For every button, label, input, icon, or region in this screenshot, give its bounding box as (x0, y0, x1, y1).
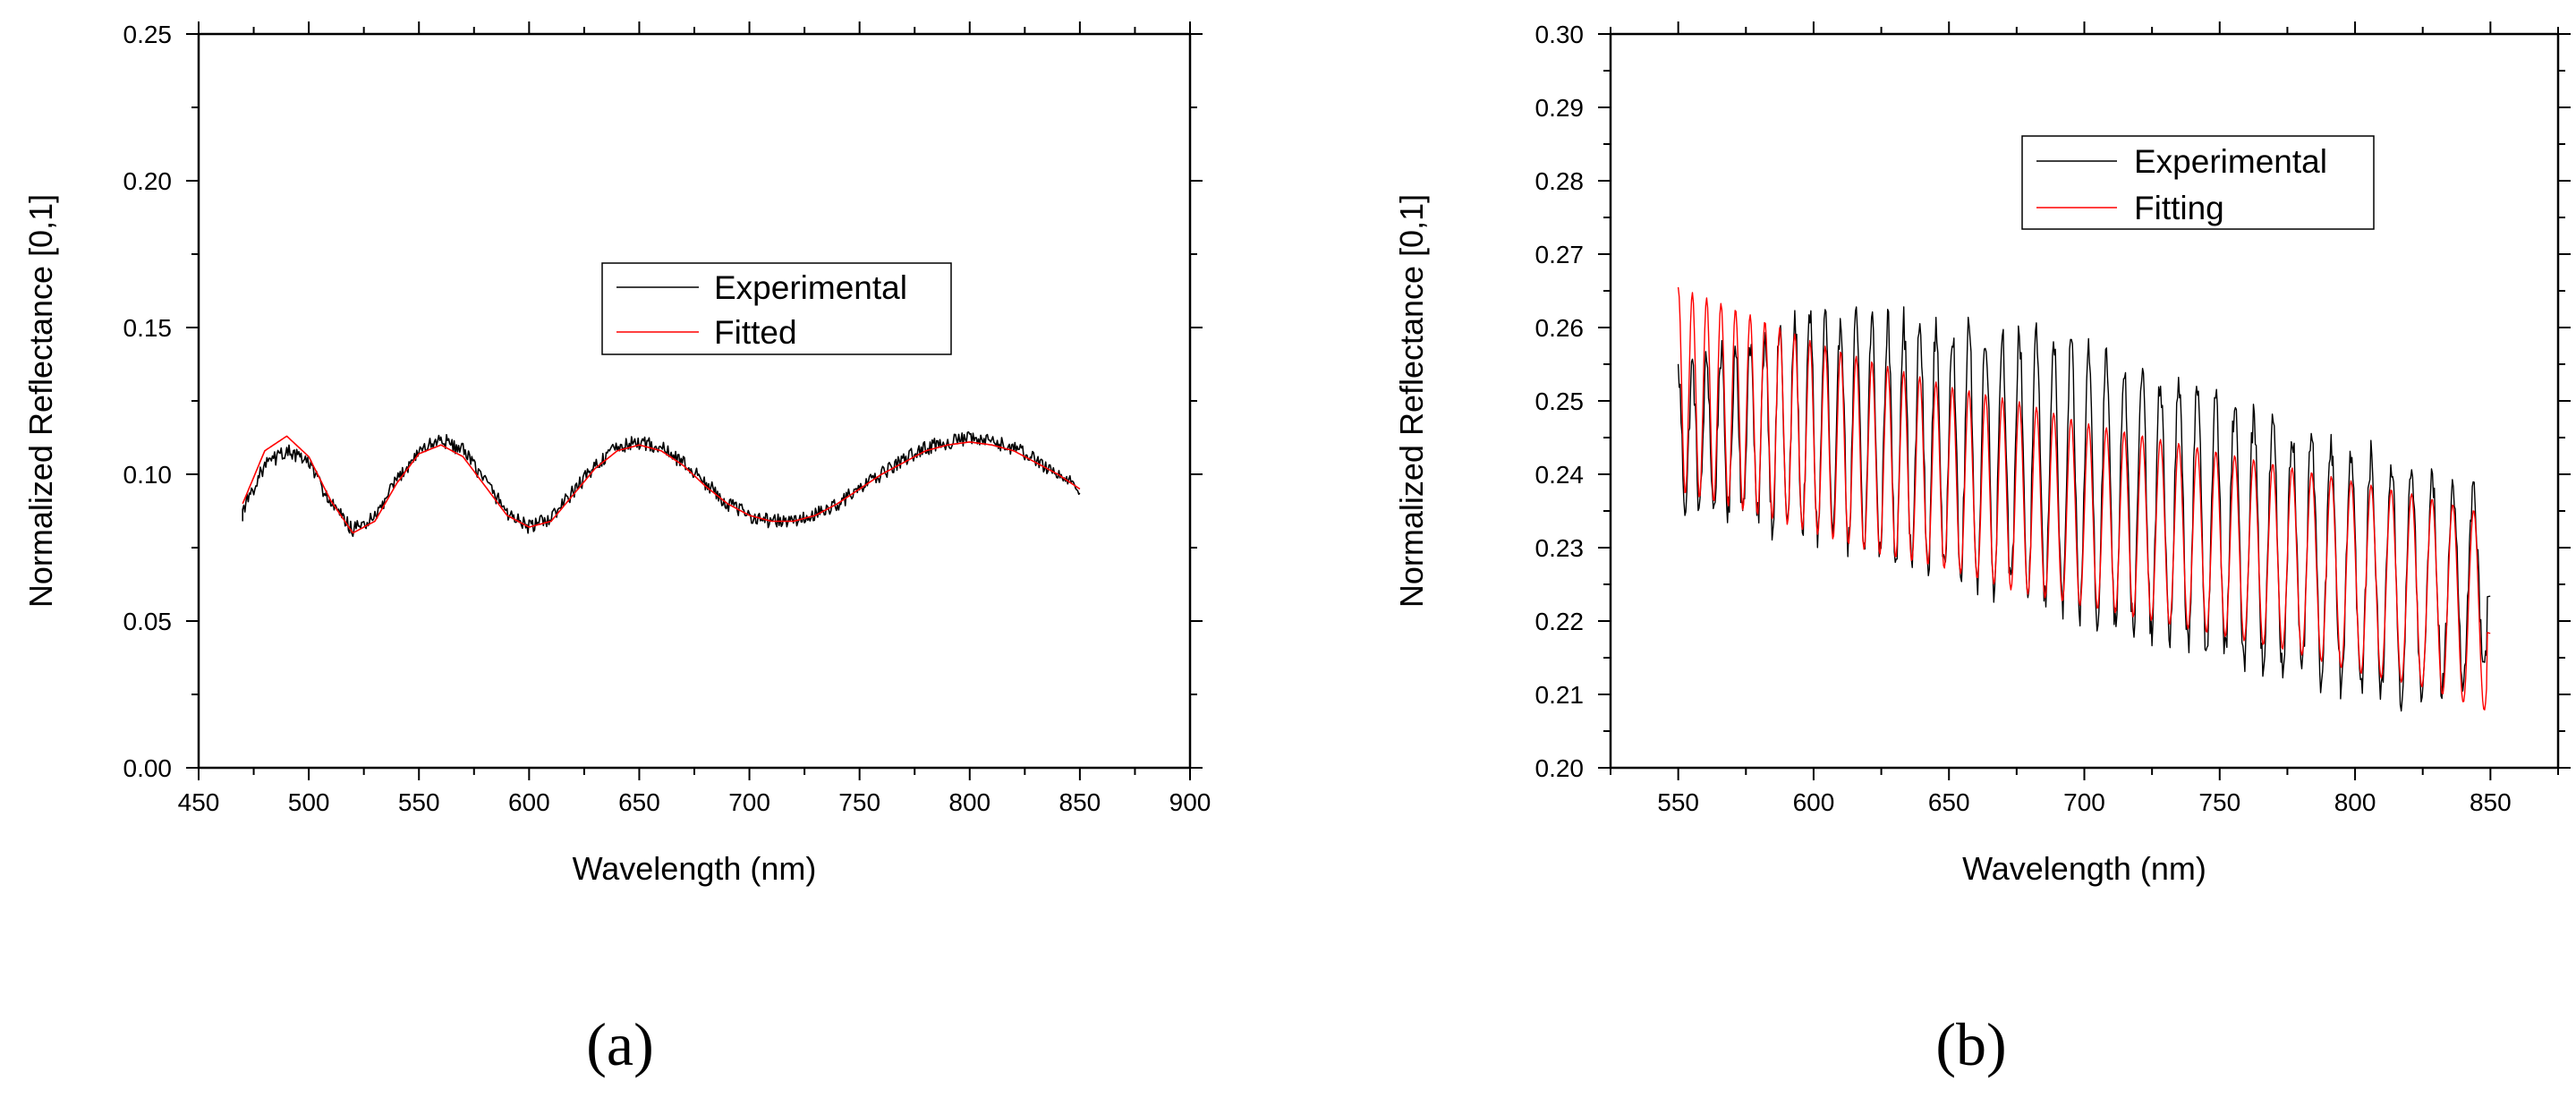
series-line-fitted (242, 435, 1081, 534)
y-tick-label: 0.10 (123, 461, 173, 489)
y-tick-label: 0.25 (123, 21, 173, 48)
y-tick-label: 0.22 (1535, 608, 1585, 635)
legend-label-experimental: Experimental (2134, 143, 2327, 180)
x-tick-label: 550 (398, 788, 440, 816)
y-tick-label: 0.29 (1535, 94, 1585, 122)
x-tick-label: 650 (1928, 788, 1970, 816)
chart-panel-a: 450 500 550 600 650 700 750 800 850 900 0.00 0.05 0.… (22, 21, 1211, 1078)
panel-label-a: (a) (586, 1010, 653, 1078)
x-tick-label: 800 (948, 788, 990, 816)
x-tick-label: 700 (728, 788, 770, 816)
y-axis-title: Normalized Reflectance [0,1] (22, 194, 59, 608)
x-tick-label: 600 (508, 788, 550, 816)
x-tick-label: 900 (1169, 788, 1211, 816)
y-tick-label: 0.28 (1535, 167, 1585, 195)
x-tick-label: 700 (2063, 788, 2105, 816)
x-tick-label: 750 (2198, 788, 2240, 816)
y-tick-label: 0.25 (1535, 387, 1585, 415)
y-tick-label: 0.21 (1535, 681, 1585, 709)
x-tick-label: 850 (2470, 788, 2512, 816)
x-tick-label: 450 (178, 788, 220, 816)
x-tick-label: 600 (1793, 788, 1835, 816)
legend: Experimental Fitting (2021, 135, 2375, 230)
x-tick-label: 650 (618, 788, 660, 816)
x-tick-label: 550 (1657, 788, 1699, 816)
y-tick-label: 0.23 (1535, 534, 1585, 562)
y-tick-label: 0.15 (123, 314, 173, 342)
y-tick-label: 0.20 (123, 167, 173, 195)
x-axis-title: Wavelength (nm) (1962, 850, 2206, 887)
x-tick-label: 750 (838, 788, 880, 816)
y-axis-title: Normalized Reflectance [0,1] (1393, 194, 1430, 608)
legend-label-experimental: Experimental (714, 269, 907, 306)
y-tick-label: 0.00 (123, 754, 173, 782)
y-tick-label: 0.26 (1535, 314, 1585, 342)
x-tick-label: 500 (288, 788, 330, 816)
y-tick-label: 0.20 (1535, 754, 1585, 782)
y-tick-label: 0.27 (1535, 241, 1585, 268)
y-tick-label: 0.05 (123, 608, 173, 635)
x-axis-title: Wavelength (nm) (573, 850, 817, 887)
plot-area (1677, 286, 2491, 712)
chart-panel-b: 550 600 650 700 750 800 850 0.20 0.21 0.22 0.23 0.2… (1393, 21, 2571, 1078)
legend-label-fitted: Fitted (714, 314, 797, 351)
x-tick-label: 850 (1059, 788, 1101, 816)
axes-frame (197, 32, 1192, 770)
legend-label-fitting: Fitting (2134, 190, 2224, 226)
plot-area (242, 431, 1081, 538)
legend: Experimental Fitted (601, 262, 952, 355)
panel-label-b: (b) (1935, 1010, 2006, 1078)
y-tick-label: 0.30 (1535, 21, 1585, 48)
legend-box (601, 262, 952, 355)
y-tick-label: 0.24 (1535, 461, 1585, 489)
series-line-fitting (1677, 286, 2491, 711)
legend-box (2021, 135, 2375, 230)
series-line-experimental (242, 431, 1081, 538)
x-tick-label: 800 (2334, 788, 2376, 816)
